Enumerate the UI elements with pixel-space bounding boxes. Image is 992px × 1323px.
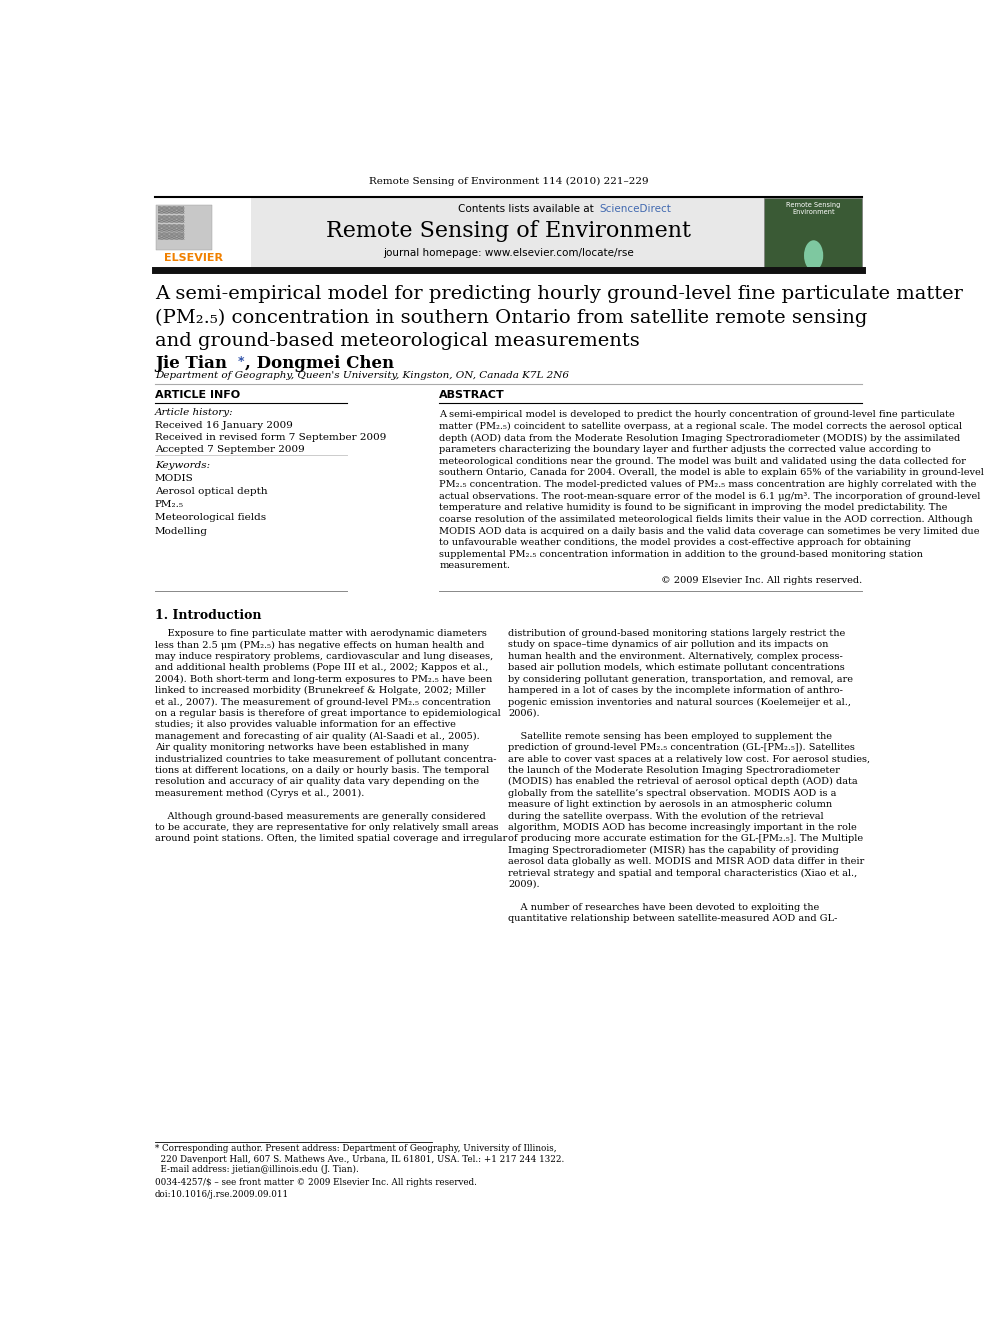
Text: resolution and accuracy of air quality data vary depending on the: resolution and accuracy of air quality d… bbox=[155, 778, 479, 786]
Text: and ground-based meteorological measurements: and ground-based meteorological measurem… bbox=[155, 332, 640, 351]
Text: et al., 2007). The measurement of ground-level PM₂.₅ concentration: et al., 2007). The measurement of ground… bbox=[155, 697, 490, 706]
Text: studies; it also provides valuable information for an effective: studies; it also provides valuable infor… bbox=[155, 720, 455, 729]
Text: 2009).: 2009). bbox=[509, 880, 540, 889]
FancyBboxPatch shape bbox=[251, 198, 765, 267]
Text: industrialized countries to take measurement of pollutant concentra-: industrialized countries to take measure… bbox=[155, 754, 496, 763]
Text: Satellite remote sensing has been employed to supplement the: Satellite remote sensing has been employ… bbox=[509, 732, 832, 741]
Text: measurement method (Cyrys et al., 2001).: measurement method (Cyrys et al., 2001). bbox=[155, 789, 364, 798]
Text: 220 Davenport Hall, 607 S. Mathews Ave., Urbana, IL 61801, USA. Tel.: +1 217 244: 220 Davenport Hall, 607 S. Mathews Ave.,… bbox=[155, 1155, 564, 1164]
Text: 1. Introduction: 1. Introduction bbox=[155, 609, 261, 622]
Text: algorithm, MODIS AOD has become increasingly important in the role: algorithm, MODIS AOD has become increasi… bbox=[509, 823, 857, 832]
Text: Department of Geography, Queen's University, Kingston, ON, Canada K7L 2N6: Department of Geography, Queen's Univers… bbox=[155, 370, 568, 380]
Text: Aerosol optical depth: Aerosol optical depth bbox=[155, 487, 268, 496]
Text: quantitative relationship between satellite-measured AOD and GL-: quantitative relationship between satell… bbox=[509, 914, 838, 923]
Text: and additional health problems (Pope III et al., 2002; Kappos et al.,: and additional health problems (Pope III… bbox=[155, 663, 488, 672]
Text: by considering pollutant generation, transportation, and removal, are: by considering pollutant generation, tra… bbox=[509, 675, 853, 684]
Text: to unfavourable weather conditions, the model provides a cost-effective approach: to unfavourable weather conditions, the … bbox=[439, 538, 911, 548]
Text: ABSTRACT: ABSTRACT bbox=[439, 390, 505, 400]
Text: Air quality monitoring networks have been established in many: Air quality monitoring networks have bee… bbox=[155, 744, 468, 751]
Text: Jie Tian: Jie Tian bbox=[155, 356, 232, 372]
FancyBboxPatch shape bbox=[765, 198, 862, 267]
Text: (PM₂.₅) concentration in southern Ontario from satellite remote sensing: (PM₂.₅) concentration in southern Ontari… bbox=[155, 308, 867, 327]
Text: Imaging Spectroradiometer (MISR) has the capability of providing: Imaging Spectroradiometer (MISR) has the… bbox=[509, 845, 839, 855]
Text: journal homepage: www.elsevier.com/locate/rse: journal homepage: www.elsevier.com/locat… bbox=[383, 249, 634, 258]
Text: doi:10.1016/j.rse.2009.09.011: doi:10.1016/j.rse.2009.09.011 bbox=[155, 1189, 289, 1199]
Text: © 2009 Elsevier Inc. All rights reserved.: © 2009 Elsevier Inc. All rights reserved… bbox=[661, 576, 862, 585]
Text: 2004). Both short-term and long-term exposures to PM₂.₅ have been: 2004). Both short-term and long-term exp… bbox=[155, 675, 492, 684]
Text: Remote Sensing of Environment: Remote Sensing of Environment bbox=[326, 220, 690, 242]
Text: are able to cover vast spaces at a relatively low cost. For aerosol studies,: are able to cover vast spaces at a relat… bbox=[509, 754, 871, 763]
Text: Although ground-based measurements are generally considered: Although ground-based measurements are g… bbox=[155, 811, 485, 820]
Text: tions at different locations, on a daily or hourly basis. The temporal: tions at different locations, on a daily… bbox=[155, 766, 489, 775]
Text: management and forecasting of air quality (Al-Saadi et al., 2005).: management and forecasting of air qualit… bbox=[155, 732, 479, 741]
Text: human health and the environment. Alternatively, complex process-: human health and the environment. Altern… bbox=[509, 652, 843, 660]
Text: temperature and relative humidity is found to be significant in improving the mo: temperature and relative humidity is fou… bbox=[439, 503, 947, 512]
Text: 0034-4257/$ – see front matter © 2009 Elsevier Inc. All rights reserved.: 0034-4257/$ – see front matter © 2009 El… bbox=[155, 1179, 476, 1188]
Text: (MODIS) has enabled the retrieval of aerosol optical depth (AOD) data: (MODIS) has enabled the retrieval of aer… bbox=[509, 778, 858, 786]
Text: PM₂.₅: PM₂.₅ bbox=[155, 500, 184, 509]
Text: A semi-empirical model is developed to predict the hourly concentration of groun: A semi-empirical model is developed to p… bbox=[439, 410, 955, 419]
Text: prediction of ground-level PM₂.₅ concentration (GL-[PM₂.₅]). Satellites: prediction of ground-level PM₂.₅ concent… bbox=[509, 744, 855, 753]
Text: Modelling: Modelling bbox=[155, 527, 207, 536]
Text: actual observations. The root-mean-square error of the model is 6.1 μg/m³. The i: actual observations. The root-mean-squar… bbox=[439, 492, 980, 500]
Text: linked to increased morbidity (Brunekreef & Holgate, 2002; Miller: linked to increased morbidity (Brunekree… bbox=[155, 687, 485, 695]
Text: around point stations. Often, the limited spatial coverage and irregular: around point stations. Often, the limite… bbox=[155, 835, 507, 843]
Text: ARTICLE INFO: ARTICLE INFO bbox=[155, 390, 240, 400]
Text: *: * bbox=[238, 356, 244, 368]
Text: A semi-empirical model for predicting hourly ground-level fine particulate matte: A semi-empirical model for predicting ho… bbox=[155, 284, 962, 303]
Text: meteorological conditions near the ground. The model was built and validated usi: meteorological conditions near the groun… bbox=[439, 456, 966, 466]
Text: Remote Sensing of Environment 114 (2010) 221–229: Remote Sensing of Environment 114 (2010)… bbox=[369, 177, 648, 187]
Text: Accepted 7 September 2009: Accepted 7 September 2009 bbox=[155, 445, 305, 454]
Text: distribution of ground-based monitoring stations largely restrict the: distribution of ground-based monitoring … bbox=[509, 628, 845, 638]
Ellipse shape bbox=[804, 241, 823, 271]
Text: Meteorological fields: Meteorological fields bbox=[155, 513, 266, 523]
Text: A number of researches have been devoted to exploiting the: A number of researches have been devoted… bbox=[509, 902, 819, 912]
Text: Contents lists available at: Contents lists available at bbox=[458, 204, 597, 213]
Text: matter (PM₂.₅) coincident to satellite overpass, at a regional scale. The model : matter (PM₂.₅) coincident to satellite o… bbox=[439, 422, 962, 431]
Text: 2006).: 2006). bbox=[509, 709, 540, 718]
Text: globally from the satellite’s spectral observation. MODIS AOD is a: globally from the satellite’s spectral o… bbox=[509, 789, 837, 798]
Text: aerosol data globally as well. MODIS and MISR AOD data differ in their: aerosol data globally as well. MODIS and… bbox=[509, 857, 865, 867]
Text: less than 2.5 μm (PM₂.₅) has negative effects on human health and: less than 2.5 μm (PM₂.₅) has negative ef… bbox=[155, 640, 484, 650]
Text: pogenic emission inventories and natural sources (Koelemeijer et al.,: pogenic emission inventories and natural… bbox=[509, 697, 851, 706]
Text: the launch of the Moderate Resolution Imaging Spectroradiometer: the launch of the Moderate Resolution Im… bbox=[509, 766, 840, 775]
Text: coarse resolution of the assimilated meteorological fields limits their value in: coarse resolution of the assimilated met… bbox=[439, 515, 973, 524]
Text: Received in revised form 7 September 2009: Received in revised form 7 September 200… bbox=[155, 433, 386, 442]
Text: hampered in a lot of cases by the incomplete information of anthro-: hampered in a lot of cases by the incomp… bbox=[509, 687, 843, 695]
FancyBboxPatch shape bbox=[157, 205, 211, 250]
Text: of producing more accurate estimation for the GL-[PM₂.₅]. The Multiple: of producing more accurate estimation fo… bbox=[509, 835, 863, 843]
Text: parameters characterizing the boundary layer and further adjusts the corrected v: parameters characterizing the boundary l… bbox=[439, 446, 931, 454]
Text: PM₂.₅ concentration. The model-predicted values of PM₂.₅ mass concentration are : PM₂.₅ concentration. The model-predicted… bbox=[439, 480, 976, 490]
Text: retrieval strategy and spatial and temporal characteristics (Xiao et al.,: retrieval strategy and spatial and tempo… bbox=[509, 869, 858, 877]
Text: study on space–time dynamics of air pollution and its impacts on: study on space–time dynamics of air poll… bbox=[509, 640, 828, 650]
Text: measure of light extinction by aerosols in an atmospheric column: measure of light extinction by aerosols … bbox=[509, 800, 832, 810]
Text: ELSEVIER: ELSEVIER bbox=[164, 253, 223, 263]
Text: ▒▒▒▒▒▒▒
▒▒▒▒▒▒▒
▒▒▒▒▒▒▒
▒▒▒▒▒▒▒: ▒▒▒▒▒▒▒ ▒▒▒▒▒▒▒ ▒▒▒▒▒▒▒ ▒▒▒▒▒▒▒ bbox=[158, 206, 185, 241]
Text: on a regular basis is therefore of great importance to epidemiological: on a regular basis is therefore of great… bbox=[155, 709, 501, 718]
Text: E-mail address: jietian@illinois.edu (J. Tian).: E-mail address: jietian@illinois.edu (J.… bbox=[155, 1166, 358, 1175]
Text: MODIS: MODIS bbox=[155, 474, 193, 483]
Text: MODIS AOD data is acquired on a daily basis and the valid data coverage can some: MODIS AOD data is acquired on a daily ba… bbox=[439, 527, 980, 536]
Text: * Corresponding author. Present address: Department of Geography, University of : * Corresponding author. Present address:… bbox=[155, 1144, 557, 1152]
Text: Article history:: Article history: bbox=[155, 409, 233, 417]
Text: during the satellite overpass. With the evolution of the retrieval: during the satellite overpass. With the … bbox=[509, 811, 824, 820]
Text: , Dongmei Chen: , Dongmei Chen bbox=[245, 356, 395, 372]
Text: to be accurate, they are representative for only relatively small areas: to be accurate, they are representative … bbox=[155, 823, 498, 832]
Text: Received 16 January 2009: Received 16 January 2009 bbox=[155, 421, 293, 430]
Text: Exposure to fine particulate matter with aerodynamic diameters: Exposure to fine particulate matter with… bbox=[155, 628, 487, 638]
Text: may induce respiratory problems, cardiovascular and lung diseases,: may induce respiratory problems, cardiov… bbox=[155, 652, 493, 660]
Text: supplemental PM₂.₅ concentration information in addition to the ground-based mon: supplemental PM₂.₅ concentration informa… bbox=[439, 550, 924, 558]
Text: southern Ontario, Canada for 2004. Overall, the model is able to explain 65% of : southern Ontario, Canada for 2004. Overa… bbox=[439, 468, 984, 478]
Text: Remote Sensing
Environment: Remote Sensing Environment bbox=[787, 201, 841, 214]
Text: ScienceDirect: ScienceDirect bbox=[599, 204, 671, 213]
Text: measurement.: measurement. bbox=[439, 561, 510, 570]
Text: based air pollution models, which estimate pollutant concentrations: based air pollution models, which estima… bbox=[509, 663, 845, 672]
Text: depth (AOD) data from the Moderate Resolution Imaging Spectroradiometer (MODIS) : depth (AOD) data from the Moderate Resol… bbox=[439, 434, 960, 443]
FancyBboxPatch shape bbox=[155, 198, 251, 267]
Text: Keywords:: Keywords: bbox=[155, 462, 210, 470]
